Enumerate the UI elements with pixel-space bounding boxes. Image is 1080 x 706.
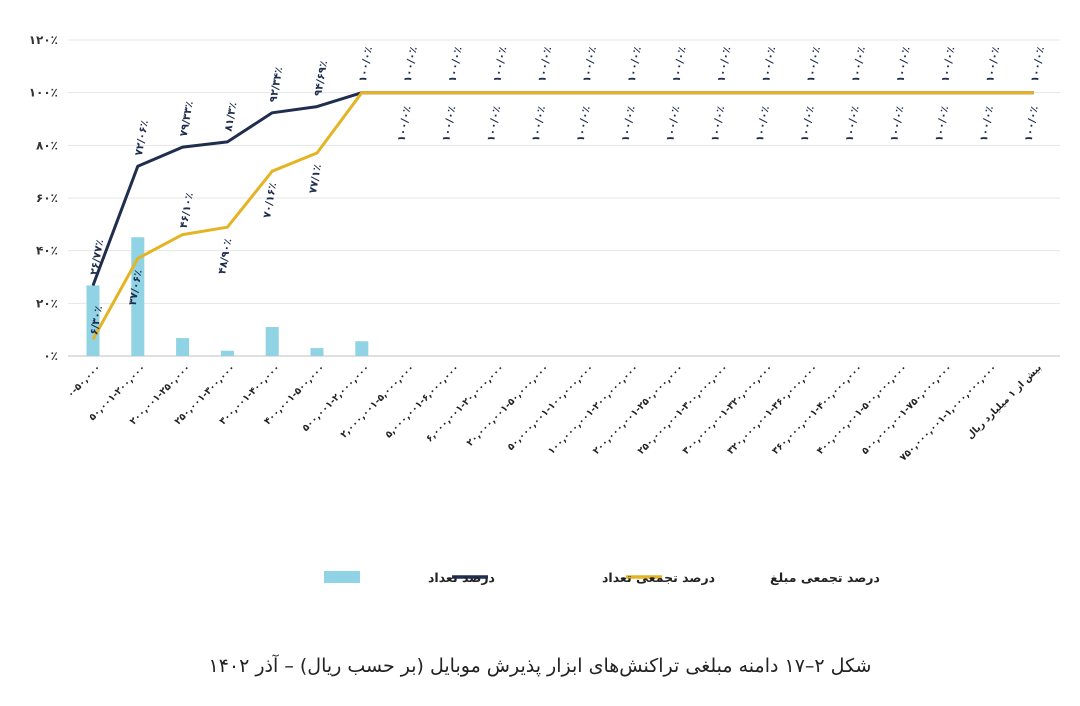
y-tick-label: ۲۰٪ (36, 296, 58, 310)
x-tick-label: ۳۲۰,۰۰۰,۰۰۱-۳۶۰,۰۰۰,۰۰۰ (725, 362, 820, 457)
gridlines (68, 39, 1060, 357)
x-tick-label: ۱۰۰,۰۰۰,۰۰۱-۲۰۰,۰۰۰,۰۰۰ (546, 362, 641, 457)
legend-label: درصد تعداد (428, 570, 495, 585)
x-tick-label: ۲۰,۰۰۰,۰۰۱-۵۰,۰۰۰,۰۰۰ (465, 362, 551, 448)
data-label-cumulative-count: ۱۰۰/۰٪ (850, 46, 868, 83)
x-axis-ticks: ۰-۵۰,۰۰۰۵۰,۰۰۱-۲۰۰,۰۰۰۲۰۰,۰۰۱-۲۵۰,۰۰۰۲۵۰… (65, 362, 1044, 463)
data-label-cumulative-amount: ۴۶/۱۰٪ (178, 192, 196, 229)
x-tick-label: ۶,۰۰۰,۰۰۱-۲۰,۰۰۰,۰۰۰ (424, 362, 506, 444)
x-tick-label: ۵,۰۰۰,۰۰۱-۶,۰۰۰,۰۰۰ (383, 362, 461, 440)
data-label-cumulative-amount: ۱۰۰/۰٪ (799, 105, 817, 142)
y-tick-label: ۱۲۰٪ (29, 33, 58, 47)
y-axis-ticks: ۰٪ ۲۰٪ ۴۰٪ ۶۰٪ ۸۰٪ ۱۰۰٪ ۱۲۰٪ (29, 33, 58, 363)
y-tick-label: ۶۰٪ (36, 191, 58, 205)
x-tick-label: ۴۰۰,۰۰۰,۰۰۱-۵۰۰,۰۰۰,۰۰۰ (815, 362, 910, 457)
data-label-cumulative-amount: ۱۰۰/۰٪ (709, 105, 727, 142)
x-tick-label: ۲,۰۰۰,۰۰۱-۵,۰۰۰,۰۰۰ (339, 362, 417, 440)
data-label-cumulative-count: ۱۰۰/۰٪ (805, 46, 823, 83)
line-cumulative-amount (91, 91, 1034, 341)
data-label-cumulative-count: ۹۴/۶۹٪ (312, 60, 330, 97)
data-label-cumulative-amount: ۱۰۰/۰٪ (530, 105, 548, 142)
data-label-cumulative-amount: ۱۰۰/۰٪ (1023, 105, 1041, 142)
legend: درصد تجمعی مبلغ درصد تجمعی تعداد درصد تعدا… (324, 570, 880, 585)
data-label-cumulative-count: ۱۰۰/۰٪ (984, 46, 1002, 83)
data-label-cumulative-count: ۱۰۰/۰٪ (402, 46, 420, 83)
data-label-cumulative-count: ۱۰۰/۰٪ (357, 46, 375, 83)
data-label-cumulative-amount: ۱۰۰/۰٪ (440, 105, 458, 142)
data-label-cumulative-amount: ۷۷/۱٪ (307, 163, 324, 194)
x-tick-label: ۳۰۰,۰۰۰,۰۰۱-۳۲۰,۰۰۰,۰۰۰ (681, 362, 776, 457)
data-label-cumulative-amount: ۷۰/۱۶٪ (261, 182, 279, 219)
data-label-cumulative-count: ۱۰۰/۰٪ (715, 46, 733, 83)
data-label-cumulative-count: ۹۲/۳۴٪ (267, 66, 285, 103)
data-label-cumulative-amount: ۱۰۰/۰٪ (933, 105, 951, 142)
x-tick-label: ۵۰۰,۰۰۰,۰۰۱-۷۵۰,۰۰۰,۰۰۰ (860, 362, 955, 457)
data-label-cumulative-count: ۸۱/۳٪ (223, 101, 240, 132)
data-label-cumulative-amount: ۱۰۰/۰٪ (664, 105, 682, 142)
data-label-cumulative-count: ۱۰۰/۰٪ (760, 46, 778, 83)
line-series (91, 91, 1034, 341)
legend-swatch (324, 571, 360, 583)
data-label-cumulative-count: ۷۹/۳۳٪ (178, 100, 196, 137)
bar-series-count-percent (86, 237, 369, 356)
data-labels: ۲۶/۷۷٪۷۲/۰۶٪۷۹/۳۳٪ ۸۱/۳٪۹۲/۳۴٪ ۹۴/۶۹٪ ۱۰۰/۰… (88, 46, 1047, 336)
chart: ۰٪۲۰٪۴۰٪۶۰٪۸۰٪۱۰۰٪۱۲۰٪ ۲۶/۷۷٪۷۲/۰۶٪۷۹/۳۳… (29, 33, 1060, 585)
x-tick-label: ۲۰۰,۰۰۰,۰۰۱-۲۵۰,۰۰۰,۰۰۰ (591, 362, 686, 457)
data-label-cumulative-amount: ۱۰۰/۰٪ (485, 105, 503, 142)
bar (265, 327, 279, 356)
y-tick-label: ۸۰٪ (36, 138, 58, 152)
data-label-cumulative-amount: ۱۰۰/۰٪ (396, 105, 414, 142)
x-tick-label: بیش از ۱ میلیارد ریال (965, 362, 1044, 441)
data-label-cumulative-count: ۱۰۰/۰٪ (447, 46, 465, 83)
x-tick-label: ۳۶۰,۰۰۰,۰۰۱-۴۰۰,۰۰۰,۰۰۰ (770, 362, 865, 457)
bar (310, 348, 324, 356)
y-tick-label: ۴۰٪ (36, 244, 58, 258)
x-tick-label: ۵۰,۰۰۰,۰۰۱-۱۰۰,۰۰۰,۰۰۰ (505, 362, 595, 452)
data-label-cumulative-count: ۱۰۰/۰٪ (491, 46, 509, 83)
legend-label: درصد تجمعی تعداد (602, 570, 715, 585)
data-label-cumulative-count: ۱۰۰/۰٪ (671, 46, 689, 83)
data-label-cumulative-amount: ۱۰۰/۰٪ (575, 105, 593, 142)
data-label-cumulative-count: ۱۰۰/۰٪ (1029, 46, 1047, 83)
bar (355, 341, 369, 356)
y-tick-label: ۰٪ (43, 349, 58, 363)
bar (220, 350, 234, 356)
data-label-cumulative-count: ۱۰۰/۰٪ (895, 46, 913, 83)
data-label-cumulative-amount: ۱۰۰/۰٪ (978, 105, 996, 142)
data-label-cumulative-amount: ۱۰۰/۰٪ (888, 105, 906, 142)
figure-caption: شکل ۲–۱۷ دامنه مبلغی تراکنش‌های ابزار پذ… (208, 655, 872, 677)
bar (176, 338, 190, 356)
data-label-cumulative-amount: ۴۸/۹۰٪ (216, 238, 234, 275)
legend-label: درصد تجمعی مبلغ (770, 570, 880, 585)
data-label-cumulative-count: ۱۰۰/۰٪ (536, 46, 554, 83)
data-label-cumulative-amount: ۱۰۰/۰٪ (754, 105, 772, 142)
data-label-cumulative-amount: ۱۰۰/۰٪ (844, 105, 862, 142)
x-tick-label: ۲۵۰,۰۰۰,۰۰۱-۳۰۰,۰۰۰,۰۰۰ (636, 362, 731, 457)
data-label-cumulative-count: ۱۰۰/۰٪ (626, 46, 644, 83)
y-tick-label: ۱۰۰٪ (29, 86, 58, 100)
data-label-cumulative-amount: ۶/۳۰٪ (88, 305, 105, 336)
data-label-cumulative-count: ۱۰۰/۰٪ (939, 46, 957, 83)
x-tick-label: ۰-۵۰,۰۰۰ (65, 362, 103, 400)
data-label-cumulative-count: ۱۰۰/۰٪ (581, 46, 599, 83)
data-label-cumulative-count: ۷۲/۰۶٪ (133, 119, 151, 156)
x-tick-label: ۷۵۰,۰۰۰,۰۰۱-۱,۰۰۰,۰۰۰,۰۰۰ (898, 362, 999, 463)
data-label-cumulative-amount: ۱۰۰/۰٪ (620, 105, 638, 142)
bar (86, 285, 100, 356)
